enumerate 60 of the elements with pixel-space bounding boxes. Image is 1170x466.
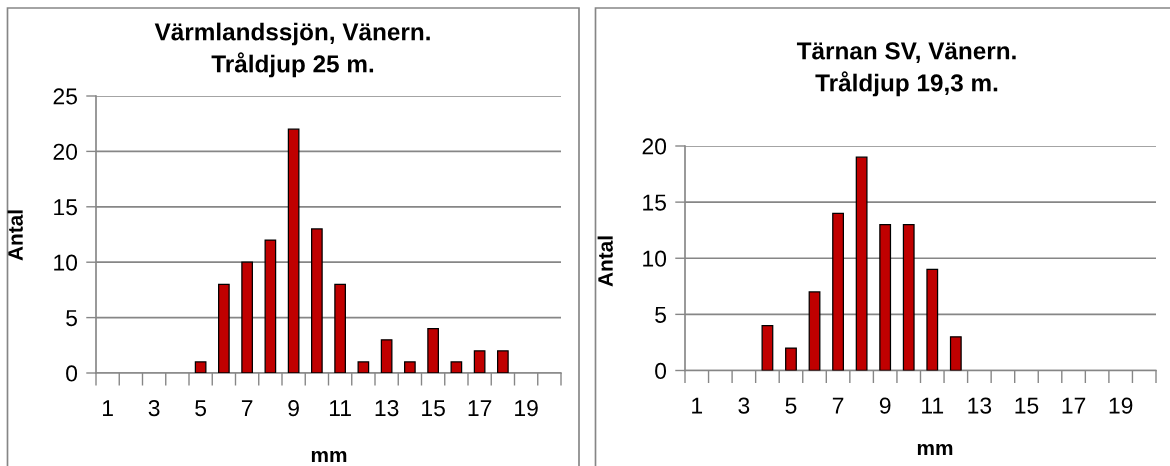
bar <box>785 347 797 371</box>
x-tick-label: 5 <box>195 400 207 417</box>
bar <box>761 324 774 371</box>
y-tick-label: 5 <box>66 310 77 327</box>
bar <box>855 156 868 371</box>
bar <box>218 283 230 373</box>
y-tick-label: 5 <box>655 306 666 323</box>
bar <box>241 261 253 373</box>
x-tick-label: 1 <box>692 397 703 414</box>
x-tick-label: 7 <box>241 400 253 416</box>
bar <box>497 350 509 373</box>
bar <box>334 283 346 373</box>
x-tick-label: 11 <box>329 400 351 416</box>
bar <box>879 223 892 371</box>
x-tick-label: 1 <box>103 400 113 416</box>
bar <box>450 361 463 373</box>
y-tick-label: 25 <box>53 88 77 105</box>
y-tick-label: 15 <box>54 199 77 216</box>
bar <box>427 328 439 373</box>
bar <box>357 361 370 373</box>
bar <box>949 336 962 371</box>
bar <box>832 212 844 371</box>
x-tick-label: 15 <box>1015 397 1039 414</box>
x-tick-label: 19 <box>515 399 538 417</box>
bar <box>380 339 393 373</box>
x-tick-label: 3 <box>738 397 750 414</box>
bar <box>287 128 300 373</box>
y-tick-label: 0 <box>655 362 667 380</box>
bar <box>473 350 486 373</box>
x-tick-label: 3 <box>148 399 160 417</box>
x-tick-label: 17 <box>1062 397 1086 414</box>
y-tick-label: 10 <box>54 254 78 271</box>
y-tick-label: 15 <box>643 194 666 211</box>
x-tick-label: 13 <box>375 399 399 417</box>
y-axis-title: Antal <box>7 210 23 261</box>
x-tick-label: 17 <box>468 400 492 416</box>
bar <box>311 228 323 373</box>
bar <box>926 268 939 371</box>
x-tick-label: 5 <box>785 397 797 414</box>
x-axis-title: mm <box>917 443 953 456</box>
bar <box>404 361 416 373</box>
y-tick-label: 20 <box>642 138 667 155</box>
bar <box>902 223 915 371</box>
chart-title: Tärnan SV, Vänern. Tråldjup 19,3 m. <box>796 42 1016 97</box>
x-tick-label: 7 <box>832 397 844 414</box>
bar <box>264 239 277 373</box>
x-tick-label: 9 <box>879 397 891 414</box>
y-axis-title: Antal <box>597 236 613 287</box>
chart-title: Värmlandssjön, Vänern. Tråldjup 25 m. <box>154 22 430 78</box>
x-tick-label: 19 <box>1109 397 1133 414</box>
x-axis-title: mm <box>311 450 347 463</box>
y-tick-label: 20 <box>53 143 78 160</box>
y-tick-label: 0 <box>66 365 78 382</box>
bar <box>808 291 821 371</box>
x-tick-label: 9 <box>288 399 299 417</box>
x-tick-label: 11 <box>922 397 944 414</box>
x-tick-label: 13 <box>968 397 992 414</box>
bar <box>194 361 207 373</box>
y-tick-label: 10 <box>643 250 667 267</box>
x-tick-label: 15 <box>422 400 445 417</box>
